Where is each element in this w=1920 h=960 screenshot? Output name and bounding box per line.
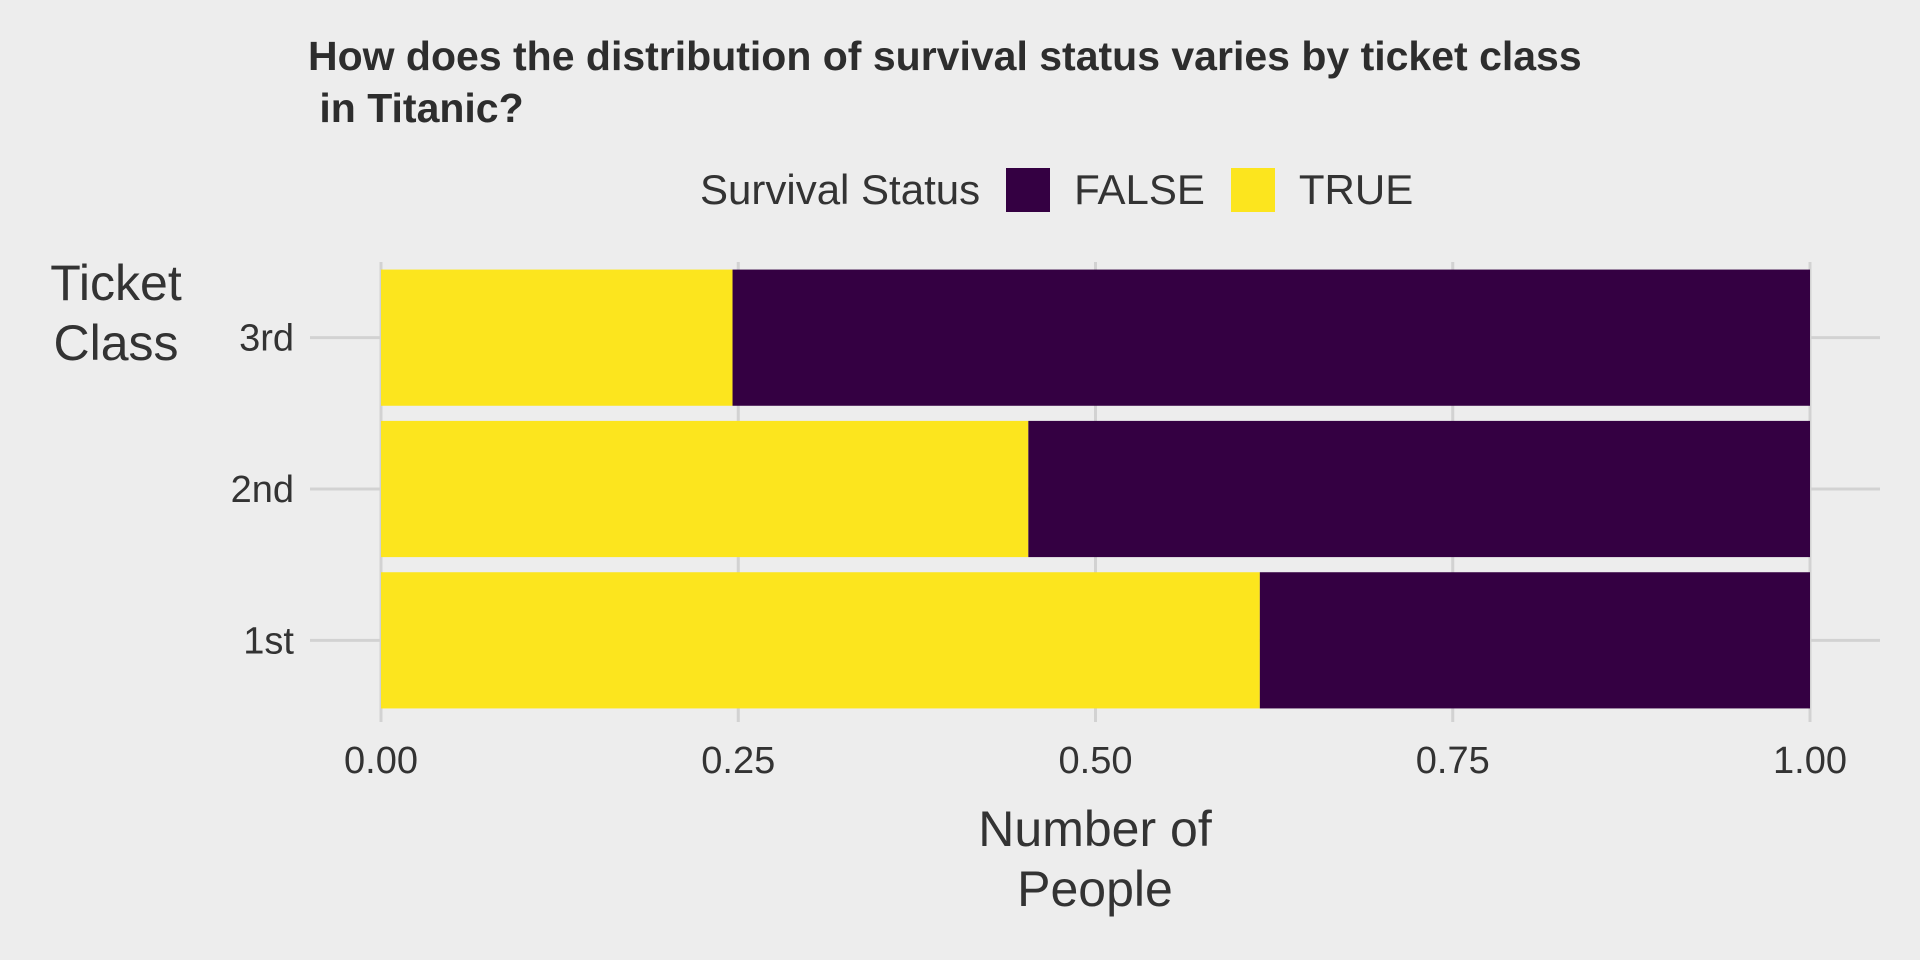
chart-title: How does the distribution of survival st… <box>308 33 1582 131</box>
bar-1st-true <box>381 572 1260 709</box>
x-tick-label: 0.75 <box>1416 740 1490 782</box>
legend-swatch-false <box>1006 168 1051 212</box>
bar-3rd-true <box>381 269 733 406</box>
y-tick-label: 2nd <box>231 469 294 511</box>
legend-label-false: FALSE <box>1074 166 1205 213</box>
legend-label-true: TRUE <box>1298 166 1414 213</box>
x-axis-label: Number of People <box>978 801 1212 917</box>
x-tick-label: 0.50 <box>1059 740 1133 782</box>
y-axis-label: Ticket Class <box>50 255 182 371</box>
legend: Survival Status FALSE TRUE <box>700 162 1439 218</box>
bar-2nd-false <box>1028 420 1810 558</box>
bar-1st-false <box>1259 572 1810 709</box>
x-tick-label: 0.25 <box>701 740 775 782</box>
legend-swatch-true <box>1230 168 1275 212</box>
bar-2nd-true <box>381 420 1029 558</box>
tick-labels: 0.00 0.25 0.50 0.75 1.00 1st 2nd 3rd <box>231 318 1847 782</box>
y-tick-label: 3rd <box>239 318 294 360</box>
x-tick-label: 0.00 <box>344 740 418 782</box>
axis-labels: Number of People Ticket Class <box>50 255 1212 917</box>
bars <box>381 269 1811 709</box>
x-tick-label: 1.00 <box>1773 740 1847 782</box>
legend-title: Survival Status <box>700 166 981 213</box>
y-tick-label: 1st <box>243 620 294 662</box>
bar-3rd-false <box>732 269 1811 406</box>
